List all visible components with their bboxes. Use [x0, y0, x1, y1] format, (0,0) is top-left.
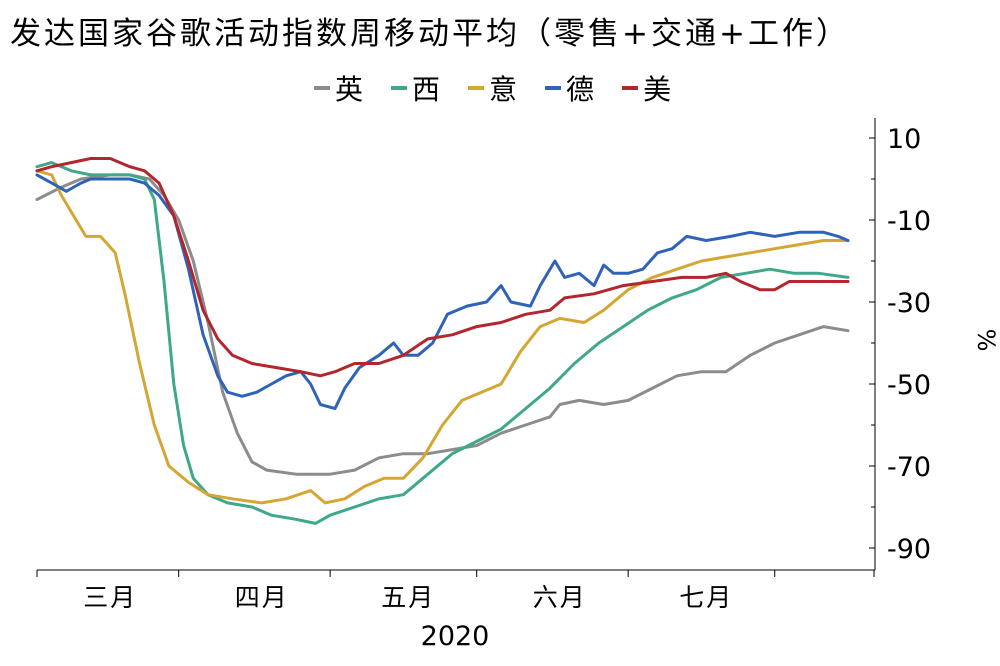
x-tick-label: 四月: [235, 583, 289, 612]
legend-swatch: [545, 86, 562, 90]
legend-item: 美: [622, 68, 671, 108]
legend-label: 德: [566, 73, 595, 106]
chart-title: 发达国家谷歌活动指数周移动平均（零售+交通+工作）: [10, 16, 850, 52]
y-tick-label: -50: [887, 370, 931, 401]
y-tick-label: -70: [887, 452, 931, 483]
series-line: [35, 173, 850, 411]
x-tick-label: 七月: [679, 583, 733, 612]
y-tick-label: -90: [887, 534, 931, 565]
y-tick-label: 10: [887, 124, 921, 155]
legend-label: 意: [489, 73, 518, 106]
legend-item: 英: [314, 68, 363, 108]
legend-item: 德: [545, 68, 594, 108]
series-line: [35, 169, 850, 505]
legend-swatch: [622, 86, 639, 90]
legend-label: 美: [643, 73, 672, 106]
legend-swatch: [391, 86, 408, 90]
legend-swatch: [314, 86, 330, 90]
x-tick-label: 三月: [83, 583, 137, 612]
legend-label: 西: [412, 73, 441, 106]
y-axis-label: %: [972, 329, 1000, 352]
legend-label: 英: [335, 73, 364, 106]
legend-item: 意: [468, 68, 517, 108]
legend: 英西意德美: [314, 68, 671, 108]
y-tick-label: -30: [887, 288, 931, 319]
x-tick-label: 五月: [381, 583, 435, 612]
legend-item: 西: [391, 68, 440, 108]
series-line: [35, 157, 850, 378]
series-line: [35, 161, 850, 525]
y-tick-label: -10: [887, 206, 931, 237]
x-tick-label: 六月: [533, 583, 587, 612]
x-axis-label: 2020: [421, 621, 490, 652]
legend-swatch: [468, 86, 485, 90]
